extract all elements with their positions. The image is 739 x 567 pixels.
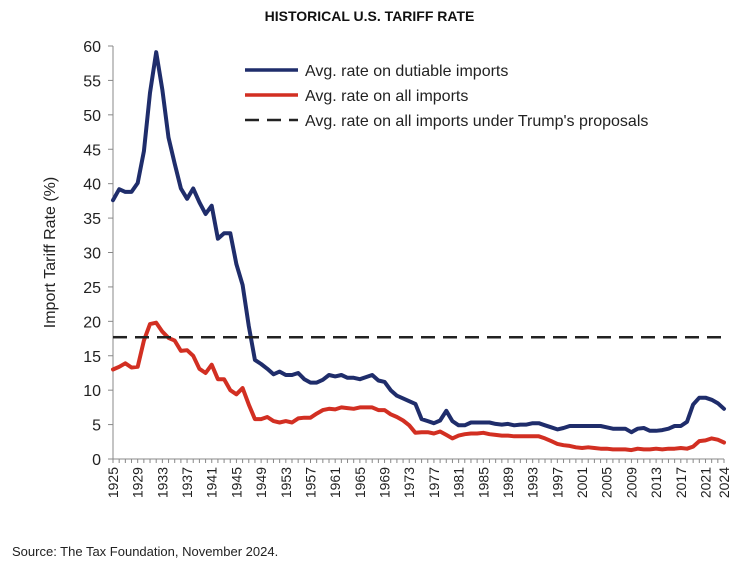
x-tick-label: 1989 [500,467,516,498]
legend-label-1: Avg. rate on dutiable imports [305,63,508,80]
x-tick-label: 1949 [253,467,269,498]
x-tick-label: 1953 [278,467,294,498]
x-tick-label: 1973 [401,467,417,498]
source-note: Source: The Tax Foundation, November 202… [12,544,279,559]
x-tick-label: 2013 [648,467,664,498]
x-tick-label: 1981 [451,467,467,498]
legend-label-2: Avg. rate on all imports [305,88,468,105]
x-tick-label: 2021 [697,467,713,498]
legend-label-3: Avg. rate on all imports under Trump's p… [305,113,648,130]
x-tick-label: 2024 [716,467,732,498]
x-tick-label: 1993 [525,467,541,498]
x-tick-label: 1929 [130,467,146,498]
y-tick-label: 45 [83,142,101,159]
x-tick-label: 1961 [327,467,343,498]
y-axis-label: Import Tariff Rate (%) [42,177,59,328]
y-tick-label: 10 [83,383,101,400]
series-line-2 [111,320,726,453]
legend: Avg. rate on dutiable imports Avg. rate o… [245,63,648,130]
x-tick-label: 1969 [377,467,393,498]
x-tick-label: 1965 [352,467,368,498]
x-tick-label: 2005 [599,467,615,498]
y-tick-label: 35 [83,211,101,228]
x-tick-label: 1957 [302,467,318,498]
x-tick-label: 1945 [228,467,244,498]
y-tick-label: 60 [83,39,101,56]
x-tick-label: 1925 [105,467,121,498]
x-tick-label: 2009 [623,467,639,498]
y-tick-label: 30 [83,246,101,263]
x-tick-label: 1997 [549,467,565,498]
y-tick-label: 25 [83,280,101,297]
y-tick-label: 0 [92,452,101,469]
x-tick-label: 1933 [154,467,170,498]
chart-title: HISTORICAL U.S. TARIFF RATE [264,8,475,24]
y-tick-label: 5 [92,418,101,435]
y-tick-label: 55 [83,73,101,90]
x-tick-label: 2017 [673,467,689,498]
axes-group [108,45,725,463]
x-tick-label: 2001 [574,467,590,498]
y-tick-label: 15 [83,349,101,366]
y-tick-label: 20 [83,314,101,331]
x-tick-label: 1977 [426,467,442,498]
x-tick-label: 1985 [475,467,491,498]
x-tick-labels: 1925 1929 1933 1937 1941 1945 1949 1953 1957 1961… [105,467,732,498]
y-tick-labels: 0 5 10 15 20 25 30 35 40 45 50 55 60 [83,39,101,469]
series-lines [111,50,726,453]
series-line-1 [111,50,726,435]
y-tick-label: 50 [83,108,101,125]
y-tick-label: 40 [83,177,101,194]
x-tick-label: 1941 [204,467,220,498]
x-tick-label: 1937 [179,467,195,498]
